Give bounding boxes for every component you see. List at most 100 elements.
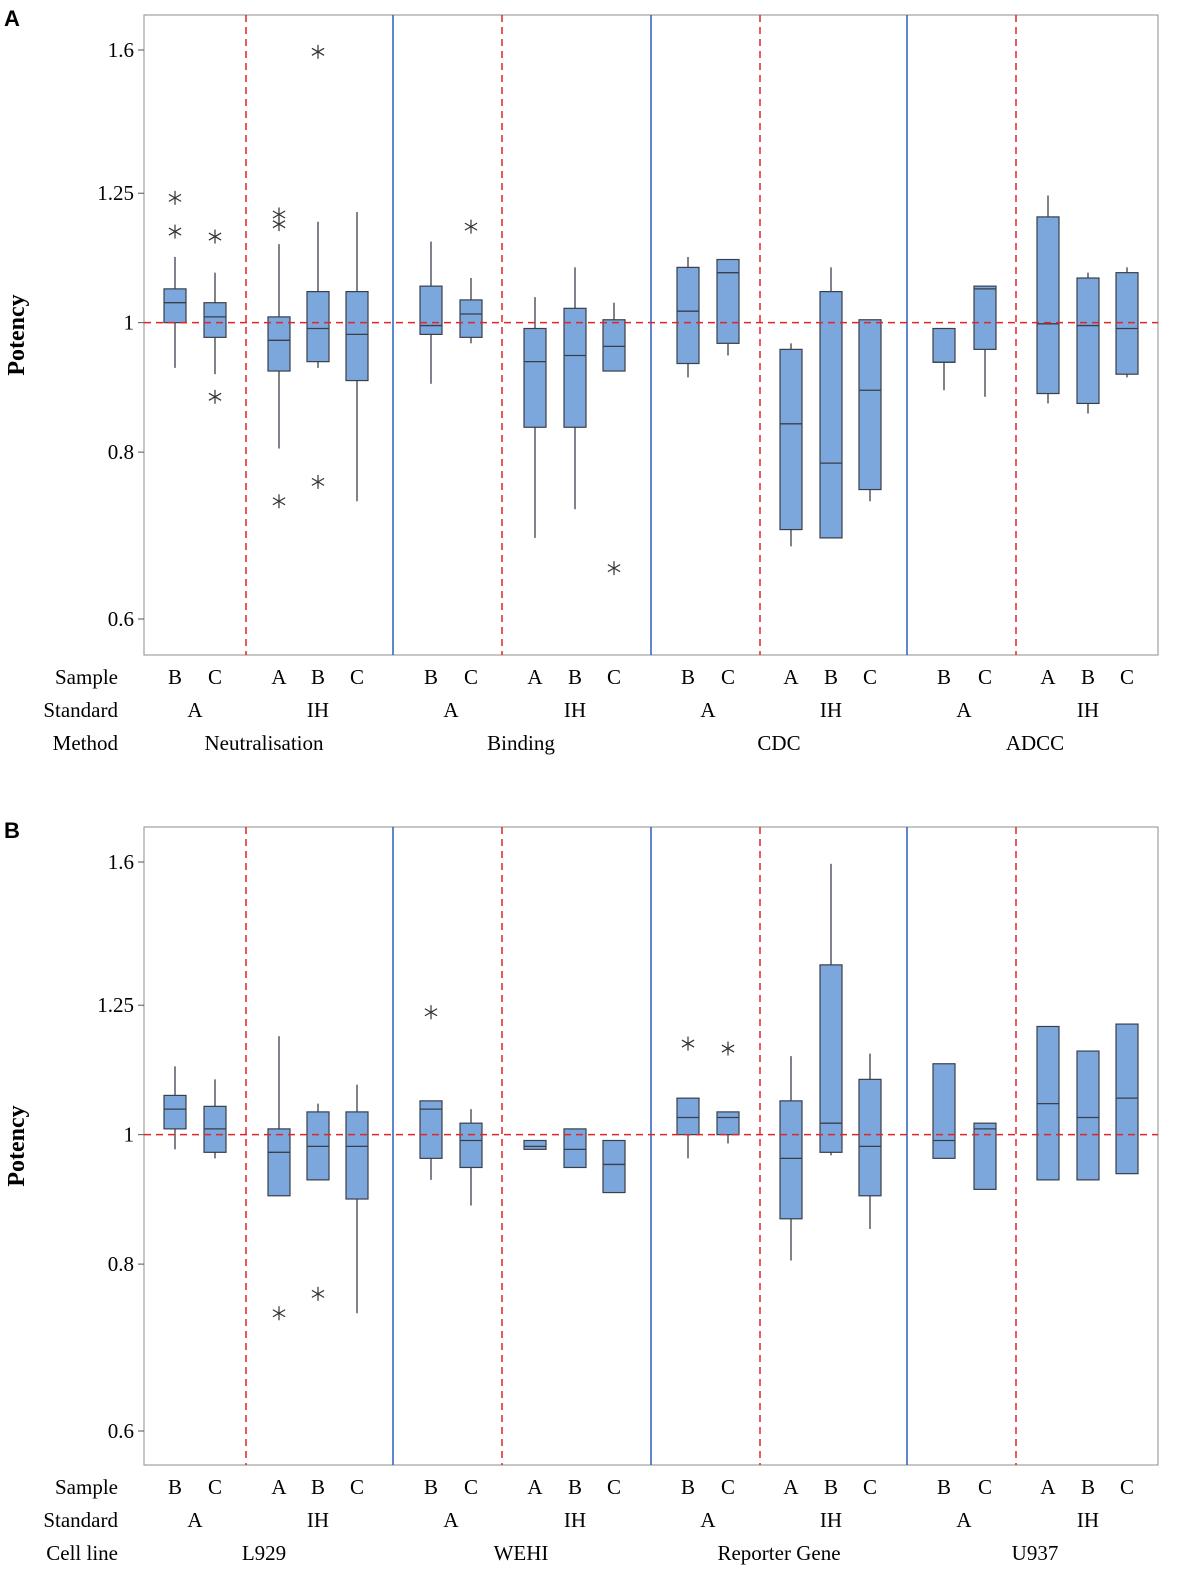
box-reporter-gene-ih-b — [819, 863, 843, 1156]
outlier-stroke — [168, 193, 182, 202]
sample-label: C — [1120, 665, 1134, 689]
panel-label: B — [4, 818, 20, 843]
box-iqr — [602, 319, 626, 372]
outlier-stroke — [311, 47, 325, 56]
box-u937-ih-c — [1115, 1023, 1139, 1175]
sample-label: C — [607, 1475, 621, 1499]
box-l929-ih-a — [267, 1036, 291, 1321]
box-cdc-a-c — [716, 258, 740, 356]
outlier-stroke — [721, 1044, 735, 1053]
sample-label: B — [824, 665, 838, 689]
box-l929-a-c — [203, 1079, 227, 1159]
outlier-marker — [721, 1041, 735, 1056]
box-iqr — [345, 1111, 369, 1200]
sample-label: B — [937, 665, 951, 689]
sample-label: C — [208, 1475, 222, 1499]
outlier-marker — [168, 190, 182, 205]
y-tick-label: 0.6 — [108, 607, 134, 631]
group-label: L929 — [242, 1541, 286, 1565]
box-neutralisation-ih-a — [267, 207, 291, 509]
y-tick-label: 1.25 — [97, 181, 134, 205]
outlier-stroke — [208, 232, 222, 241]
sample-label: C — [721, 665, 735, 689]
box-iqr — [419, 285, 443, 335]
box-adcc-ih-b — [1076, 272, 1100, 414]
sample-label: B — [937, 1475, 951, 1499]
outlier-marker — [311, 474, 325, 489]
sample-label: A — [527, 665, 543, 689]
outlier-marker — [311, 44, 325, 59]
y-tick-label: 0.8 — [108, 440, 134, 464]
outlier-marker — [424, 1005, 438, 1020]
row-label: Standard — [43, 1508, 118, 1532]
box-wehi-ih-b — [563, 1128, 587, 1169]
outlier-stroke — [311, 477, 325, 486]
box-iqr — [459, 299, 483, 338]
box-iqr — [523, 1139, 547, 1150]
outlier-marker — [311, 1286, 325, 1301]
box-iqr — [1115, 272, 1139, 375]
outlier-marker — [272, 1306, 286, 1321]
box-iqr — [932, 1063, 956, 1159]
sample-label: C — [863, 665, 877, 689]
outlier-stroke — [607, 564, 621, 573]
sample-label: C — [208, 665, 222, 689]
standard-label: A — [956, 1508, 972, 1532]
box-binding-ih-a — [523, 297, 547, 538]
box-iqr — [563, 1128, 587, 1169]
box-iqr — [973, 285, 997, 350]
standard-label: IH — [820, 698, 842, 722]
box-iqr — [459, 1122, 483, 1169]
y-tick-label: 0.8 — [108, 1252, 134, 1276]
standard-label: IH — [307, 698, 329, 722]
outlier-marker — [208, 389, 222, 404]
standard-label: A — [700, 1508, 716, 1532]
box-adcc-a-c — [973, 285, 997, 397]
sample-label: C — [978, 665, 992, 689]
box-iqr — [163, 288, 187, 324]
box-iqr — [267, 1128, 291, 1197]
box-wehi-a-b — [419, 1005, 443, 1180]
box-iqr — [973, 1122, 997, 1190]
outlier-stroke — [272, 210, 286, 219]
box-neutralisation-a-c — [203, 229, 227, 404]
box-iqr — [932, 327, 956, 363]
box-wehi-ih-a — [523, 1139, 547, 1150]
outlier-marker — [272, 494, 286, 509]
group-label: Reporter Gene — [717, 1541, 840, 1565]
box-cdc-ih-a — [779, 343, 803, 547]
box-l929-ih-c — [345, 1084, 369, 1314]
box-iqr — [563, 307, 587, 428]
box-cdc-a-b — [676, 256, 700, 378]
box-iqr — [306, 290, 330, 363]
box-iqr — [203, 302, 227, 338]
group-label: CDC — [757, 731, 800, 755]
box-iqr — [345, 290, 369, 382]
box-iqr — [779, 1100, 803, 1220]
box-iqr — [1076, 277, 1100, 405]
row-label: Sample — [55, 1475, 118, 1499]
group-label: Binding — [487, 731, 555, 755]
box-iqr — [676, 266, 700, 365]
row-label: Sample — [55, 665, 118, 689]
row-label: Method — [53, 731, 119, 755]
box-reporter-gene-a-b — [676, 1036, 700, 1159]
sample-label: C — [978, 1475, 992, 1499]
sample-label: A — [271, 1475, 287, 1499]
panel-label: A — [4, 6, 20, 31]
sample-label: C — [464, 665, 478, 689]
sample-label: B — [681, 1475, 695, 1499]
outlier-marker — [272, 207, 286, 222]
sample-label: B — [424, 1475, 438, 1499]
standard-label: IH — [820, 1508, 842, 1532]
sample-label: A — [271, 665, 287, 689]
box-binding-a-c — [459, 219, 483, 344]
sample-label: A — [527, 1475, 543, 1499]
outlier-stroke — [681, 1039, 695, 1048]
standard-label: IH — [1077, 698, 1099, 722]
sample-label: C — [1120, 1475, 1134, 1499]
standard-label: A — [956, 698, 972, 722]
sample-label: B — [568, 1475, 582, 1499]
